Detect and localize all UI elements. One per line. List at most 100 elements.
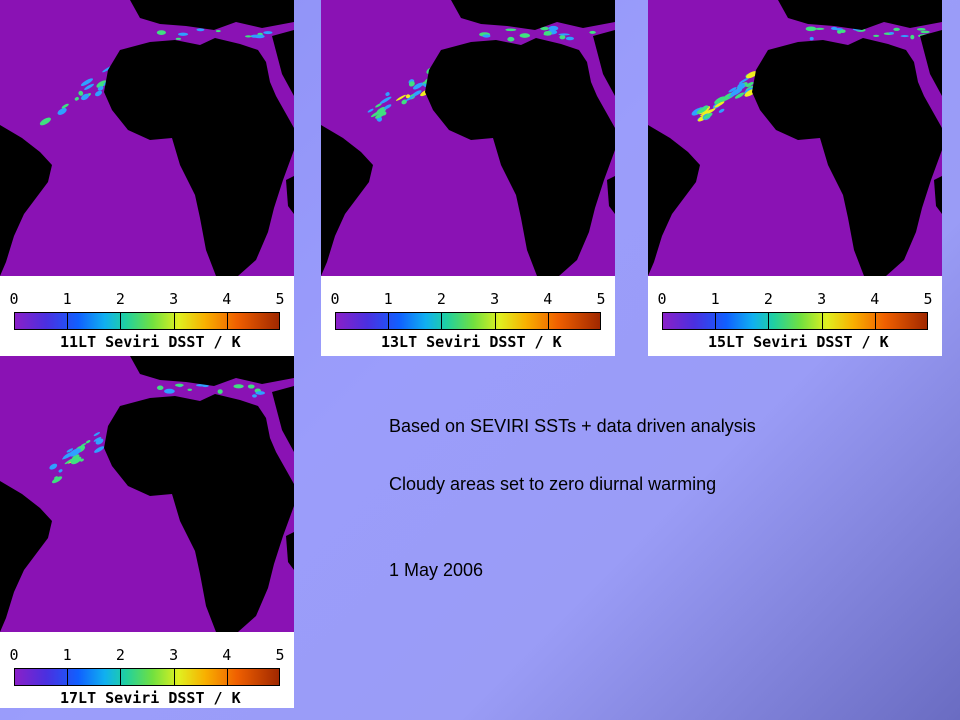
legend-13lt: 0 1 2 3 4 5 13LT Seviri DSST / K xyxy=(321,276,615,356)
warming-patch xyxy=(187,388,193,391)
warming-patch xyxy=(85,440,91,444)
arabia-land xyxy=(272,386,294,452)
warming-patch xyxy=(714,96,726,104)
warming-patch xyxy=(696,106,708,114)
map-panel-13lt: 0 1 2 3 4 5 13LT Seviri DSST / K xyxy=(321,0,615,356)
map-caption-11lt: 11LT Seviri DSST / K xyxy=(60,333,241,351)
colorbar-13lt xyxy=(335,312,601,330)
warming-patch xyxy=(916,28,926,31)
warming-patch xyxy=(814,27,825,30)
colorbar-divider xyxy=(173,669,175,685)
colorbar-tick-label: 0 xyxy=(9,290,19,308)
warming-patch xyxy=(520,33,530,38)
warming-patch xyxy=(61,103,69,109)
map-caption-13lt: 13LT Seviri DSST / K xyxy=(381,333,562,351)
warming-patch xyxy=(559,34,566,40)
colorbar-tick-label: 4 xyxy=(222,646,232,664)
warming-patch xyxy=(375,103,382,108)
warming-patch xyxy=(548,25,559,31)
colorbar-tick-label: 5 xyxy=(596,290,606,308)
legend-11lt: 0 1 2 3 4 5 11LT Seviri DSST / K xyxy=(0,276,294,356)
europe-land xyxy=(130,0,294,30)
dsst-map-11lt xyxy=(0,0,294,276)
colorbar-tick-label: 1 xyxy=(62,290,72,308)
south-america-land xyxy=(648,125,700,276)
warming-patch xyxy=(370,110,382,118)
warming-patch xyxy=(900,35,909,38)
warming-patch xyxy=(714,101,725,108)
warming-patch xyxy=(839,29,846,34)
warming-patch xyxy=(94,446,105,453)
colorbar-tick-label: 0 xyxy=(657,290,667,308)
africa-land xyxy=(104,394,294,632)
warming-patch xyxy=(405,94,416,102)
warming-patch xyxy=(54,476,58,479)
colorbar-divider xyxy=(173,313,175,329)
warming-patch xyxy=(809,36,814,41)
colorbar-tick-label: 0 xyxy=(330,290,340,308)
warming-patch xyxy=(39,117,51,126)
warming-patch xyxy=(565,36,575,41)
warming-patch xyxy=(78,90,84,96)
warming-patch xyxy=(175,37,182,40)
warming-patch xyxy=(408,81,415,87)
warming-patch xyxy=(805,26,817,32)
madagascar-land xyxy=(286,176,294,214)
colorbar-tick-label: 3 xyxy=(490,290,500,308)
map-caption-17lt: 17LT Seviri DSST / K xyxy=(60,689,241,707)
colorbar-divider xyxy=(715,313,717,329)
warming-patch xyxy=(233,384,244,389)
colorbar-tick-label: 5 xyxy=(275,290,285,308)
map-panel-11lt: 0 1 2 3 4 5 11LT Seviri DSST / K xyxy=(0,0,294,356)
warming-patch xyxy=(252,394,257,398)
south-america-land xyxy=(321,125,373,276)
warming-patch xyxy=(507,36,515,42)
colorbar-divider xyxy=(441,313,443,329)
warming-patch xyxy=(81,93,90,101)
colorbar-17lt xyxy=(14,668,280,686)
warming-patch xyxy=(175,383,184,387)
warming-patch xyxy=(728,90,741,98)
warming-patch xyxy=(704,108,716,115)
warming-patch xyxy=(589,30,596,34)
warming-patch xyxy=(703,112,713,119)
legend-15lt: 0 1 2 3 4 5 15LT Seviri DSST / K xyxy=(648,276,942,356)
warming-patch xyxy=(247,384,255,389)
colorbar-tick-label: 2 xyxy=(115,646,125,664)
colorbar-tick-label: 2 xyxy=(763,290,773,308)
warming-patch xyxy=(834,27,843,31)
africa-land xyxy=(752,38,942,276)
colorbar-tick-label: 3 xyxy=(817,290,827,308)
warming-patch xyxy=(93,432,101,437)
warming-patch xyxy=(84,83,94,90)
europe-land xyxy=(778,0,942,30)
note-date: 1 May 2006 xyxy=(389,560,484,580)
warming-patch xyxy=(383,104,392,110)
warming-patch xyxy=(385,92,390,96)
warming-patch xyxy=(395,94,406,101)
warming-patch xyxy=(263,31,273,35)
south-america-land xyxy=(0,125,52,276)
south-america-land xyxy=(0,481,52,632)
colorbar-divider xyxy=(547,313,549,329)
warming-patch xyxy=(97,86,104,91)
colorbar-tick-label: 1 xyxy=(710,290,720,308)
warming-patch xyxy=(413,82,423,90)
note-method: Based on SEVIRI SSTs + data driven analy… xyxy=(389,416,756,436)
legend-17lt: 0 1 2 3 4 5 17LT Seviri DSST / K xyxy=(0,632,294,708)
colorbar-tick-label: 4 xyxy=(543,290,553,308)
colorbar-tick-label: 2 xyxy=(115,290,125,308)
warming-patch xyxy=(58,469,63,473)
warming-patch xyxy=(93,436,102,442)
warming-patch xyxy=(96,80,107,88)
warming-patch xyxy=(164,388,175,394)
warming-patch xyxy=(734,92,745,99)
warming-patch xyxy=(738,77,750,84)
colorbar-tick-label: 5 xyxy=(923,290,933,308)
warming-patch xyxy=(49,463,58,470)
arabia-land xyxy=(593,30,615,96)
warming-patch xyxy=(80,78,93,87)
warming-patch xyxy=(367,108,374,113)
colorbar-tick-label: 1 xyxy=(383,290,393,308)
colorbar-divider xyxy=(67,313,69,329)
